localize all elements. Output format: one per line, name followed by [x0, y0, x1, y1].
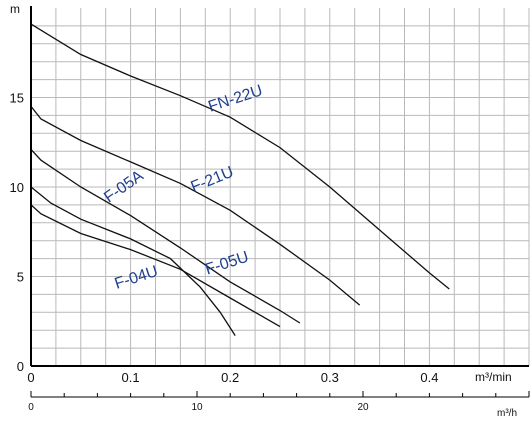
x-axis-label: m³/min — [475, 370, 512, 384]
curve-label-f-04u: F-04U — [113, 263, 161, 293]
x-tick-label: 0.2 — [221, 370, 239, 385]
series-line-f-21u — [30, 105, 361, 306]
series-line-f-05a — [30, 186, 236, 336]
x2-axis-label: m³/h — [497, 408, 517, 419]
curve-label-f-21u: F-21U — [188, 164, 236, 196]
x2-tick-label: 0 — [28, 402, 34, 413]
x-tick-label: 0.1 — [122, 370, 140, 385]
grid — [31, 8, 530, 366]
y-axis-label: m — [10, 2, 20, 16]
x2-tick-label: 10 — [191, 402, 203, 413]
y-tick-label: 10 — [10, 180, 24, 195]
x-tick-label: 0 — [27, 370, 34, 385]
axes: 0 5 10 15 0 0.1 0.2 0.3 0.4 0 10 20 — [10, 6, 530, 413]
x2-tick-label: 20 — [357, 402, 369, 413]
y-tick-label: 5 — [17, 270, 24, 285]
x-tick-label: 0.4 — [420, 370, 438, 385]
curves — [30, 23, 450, 336]
series-line-fn-22u — [30, 23, 450, 290]
series-line-f-04u — [30, 204, 281, 328]
y-tick-label: 0 — [17, 359, 24, 374]
series-line-f-05u — [30, 148, 301, 324]
x-tick-label: 0.3 — [321, 370, 339, 385]
y-tick-label: 15 — [10, 91, 24, 106]
curve-label-f-05u: F-05U — [203, 249, 251, 279]
curve-label-fn-22u: FN-22U — [206, 82, 265, 115]
